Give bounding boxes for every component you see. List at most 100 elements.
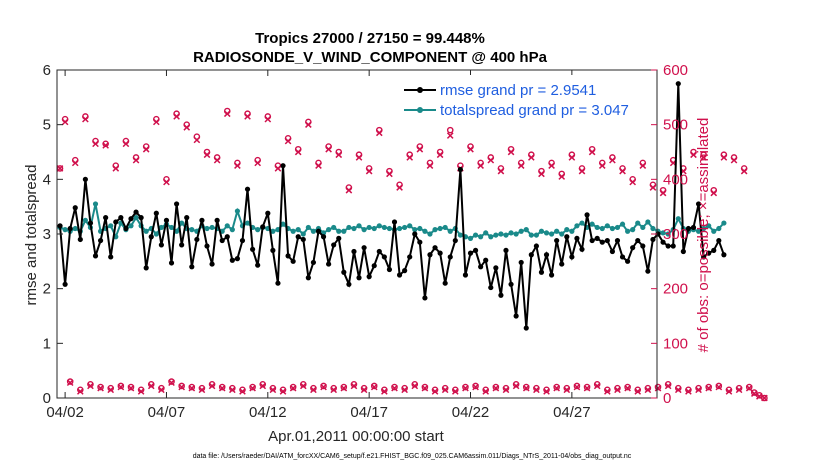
obs-assimilated-point [71,159,79,167]
spread-point [310,228,317,234]
spread-point [716,225,722,232]
rmse-point [594,235,600,241]
spread-point [300,231,306,237]
obs-assimilated-point [598,162,606,169]
spread-point [442,224,448,231]
obs-assimilated-point [330,386,338,394]
spread-point [488,234,494,240]
legend-spread-label: totalspread grand pr = 3.047 [440,102,629,119]
rmse-point [417,239,423,245]
rmse-point [209,261,215,267]
obs-assimilated-point [132,156,140,164]
rmse-point [457,166,463,173]
obs-assimilated-point [315,162,322,169]
rmse-point [118,215,124,221]
rmse-point [467,250,474,256]
rmse-point [437,250,443,256]
obs-assimilated-point [117,383,125,391]
rmse-point [214,217,220,223]
spread-point [62,227,68,233]
rmse-point [533,243,539,249]
obs-possible-point [289,383,297,391]
spread-point [503,232,509,238]
obs-assimilated-point [543,388,550,395]
y-tick-label-left: 5 [43,117,51,134]
spread-point [538,228,545,234]
y-tick-label-left: 4 [43,171,51,188]
obs-possible-point [391,383,398,391]
obs-assimilated-point [654,384,662,392]
spread-point [224,223,230,229]
obs-assimilated-point [462,384,469,392]
rmse-point [57,223,63,229]
legend-rmse-marker [417,87,423,93]
y-tick-label-right: 200 [663,281,688,298]
spread-point [493,232,499,238]
legend: rmse grand pr = 2.9541 totalspread grand… [401,75,647,121]
footer-datafile: data file: /Users/raeder/DAI/ATM_forcXX/… [193,453,632,460]
rmse-point [407,254,413,260]
spread-point [528,232,534,238]
obs-assimilated-point [609,156,616,164]
rmse-point [630,245,636,251]
y-tick-label-left: 1 [43,335,51,352]
rmse-point [528,252,534,258]
spread-point [569,228,575,234]
rmse-point [635,237,641,244]
obs-assimilated-point [234,162,241,169]
spread-point [660,230,666,236]
spread-point [381,224,387,231]
spread-point [721,220,727,226]
obs-possible-point [573,382,581,390]
obs-possible-point [705,383,712,391]
rmse-point [381,254,387,260]
spread-point [168,224,175,231]
obs-assimilated-point [730,156,738,164]
obs-assimilated-point [512,382,520,390]
rmse-point [675,81,681,87]
obs-assimilated-point [61,118,69,126]
obs-assimilated-point [497,167,505,175]
spread-point [437,225,443,232]
obs-assimilated-point [82,115,89,123]
rmse-point [614,237,621,244]
obs-possible-point [370,382,378,390]
obs-assimilated-point [102,142,109,149]
rmse-point [204,243,210,249]
obs-possible-point [97,383,104,391]
obs-assimilated-point [634,388,642,395]
obs-assimilated-point [664,382,672,390]
rmse-point [224,234,230,240]
obs-assimilated-point [527,154,535,161]
legend-rmse-label: rmse grand pr = 2.9541 [440,82,596,99]
rmse-point [483,257,489,263]
rmse-point [72,205,78,211]
obs-assimilated-point [299,382,307,390]
rmse-point [285,253,291,259]
rmse-point [275,280,281,286]
obs-assimilated-point [193,136,201,144]
obs-assimilated-point [350,382,358,390]
obs-assimilated-point [548,162,555,169]
spread-point [92,201,99,207]
obs-possible-point [553,383,560,391]
obs-assimilated-point [244,113,251,120]
obs-assimilated-point [507,148,515,156]
x-tick-label: 04/22 [452,404,490,421]
spread-point [498,231,504,237]
rmse-point [427,252,433,258]
y-tick-label-left: 0 [43,390,51,407]
rmse-point [346,281,352,287]
obs-assimilated-point [56,165,64,172]
rmse-point [173,201,180,207]
spread-point [422,228,428,234]
spread-point [234,208,241,214]
rmse-point [391,219,398,225]
rmse-point [158,242,164,248]
obs-assimilated-point [335,151,343,159]
x-axis-label: Apr.01,2011 00:00:00 start [268,428,445,445]
spread-point [133,215,139,221]
spread-point [619,221,626,227]
spread-point [290,228,296,234]
rmse-point [320,234,327,240]
